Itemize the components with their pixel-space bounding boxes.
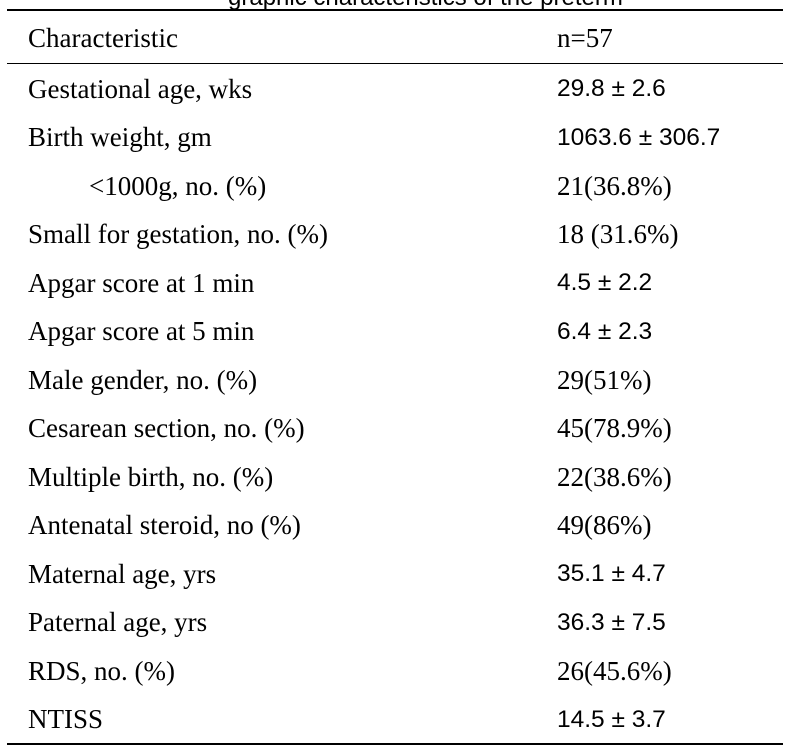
row-value: 22(38.6%) xyxy=(557,461,672,492)
row-label: Paternal age, yrs xyxy=(28,607,208,638)
table-row: Gestational age, wks 29.8 ± 2.6 xyxy=(0,65,793,114)
row-label: Small for gestation, no. (%) xyxy=(28,219,328,250)
table-row: Birth weight, gm 1063.6 ± 306.7 xyxy=(0,114,793,163)
table-top-rule xyxy=(7,9,783,11)
table-row: Multiple birth, no. (%) 22(38.6%) xyxy=(0,453,793,502)
row-label: Apgar score at 1 min xyxy=(28,267,255,298)
table-header-row: Characteristic n=57 xyxy=(0,13,793,63)
table-header-rule xyxy=(7,63,783,64)
row-label: Apgar score at 5 min xyxy=(28,316,255,347)
table-row: Apgar score at 1 min 4.5 ± 2.2 xyxy=(0,259,793,308)
row-value: 18 (31.6%) xyxy=(557,219,679,250)
row-label: <1000g, no. (%) xyxy=(89,170,267,201)
row-label: Gestational age, wks xyxy=(28,73,253,104)
row-value: 21(36.8%) xyxy=(557,170,672,201)
row-label: Antenatal steroid, no (%) xyxy=(28,510,301,541)
row-label: Cesarean section, no. (%) xyxy=(28,413,305,444)
row-value: 14.5 ± 3.7 xyxy=(557,705,666,733)
row-value: 6.4 ± 2.3 xyxy=(557,317,653,345)
table-row: Small for gestation, no. (%) 18 (31.6%) xyxy=(0,211,793,260)
table-row: Apgar score at 5 min 6.4 ± 2.3 xyxy=(0,308,793,357)
row-label: Multiple birth, no. (%) xyxy=(28,461,274,492)
row-value: 35.1 ± 4.7 xyxy=(557,560,666,588)
row-value: 36.3 ± 7.5 xyxy=(557,608,666,636)
table-row: NTISS 14.5 ± 3.7 xyxy=(0,696,793,745)
row-label: RDS, no. (%) xyxy=(28,655,175,686)
row-value: 45(78.9%) xyxy=(557,413,672,444)
table-row: Male gender, no. (%) 29(51%) xyxy=(0,356,793,405)
row-value: 4.5 ± 2.2 xyxy=(557,269,653,297)
clipped-table-title: graphic characteristics of the preterm xyxy=(0,0,793,10)
row-label: Birth weight, gm xyxy=(28,122,212,153)
header-characteristic: Characteristic xyxy=(28,22,178,53)
row-value: 29(51%) xyxy=(557,364,652,395)
table-row: <1000g, no. (%) 21(36.8%) xyxy=(0,162,793,211)
row-label: Maternal age, yrs xyxy=(28,558,217,589)
table-row: Maternal age, yrs 35.1 ± 4.7 xyxy=(0,550,793,599)
table-row: Antenatal steroid, no (%) 49(86%) xyxy=(0,502,793,551)
row-label: NTISS xyxy=(28,704,104,735)
row-value: 1063.6 ± 306.7 xyxy=(557,123,721,151)
clipped-title-fragment: graphic characteristics of the preterm xyxy=(228,0,623,10)
row-value: 29.8 ± 2.6 xyxy=(557,75,666,103)
table-row: Cesarean section, no. (%) 45(78.9%) xyxy=(0,405,793,454)
table-row: RDS, no. (%) 26(45.6%) xyxy=(0,647,793,696)
row-value: 49(86%) xyxy=(557,510,652,541)
table-bottom-rule xyxy=(7,743,783,745)
row-label: Male gender, no. (%) xyxy=(28,364,258,395)
table-row: Paternal age, yrs 36.3 ± 7.5 xyxy=(0,599,793,648)
header-n: n=57 xyxy=(557,22,613,53)
row-value: 26(45.6%) xyxy=(557,655,672,686)
